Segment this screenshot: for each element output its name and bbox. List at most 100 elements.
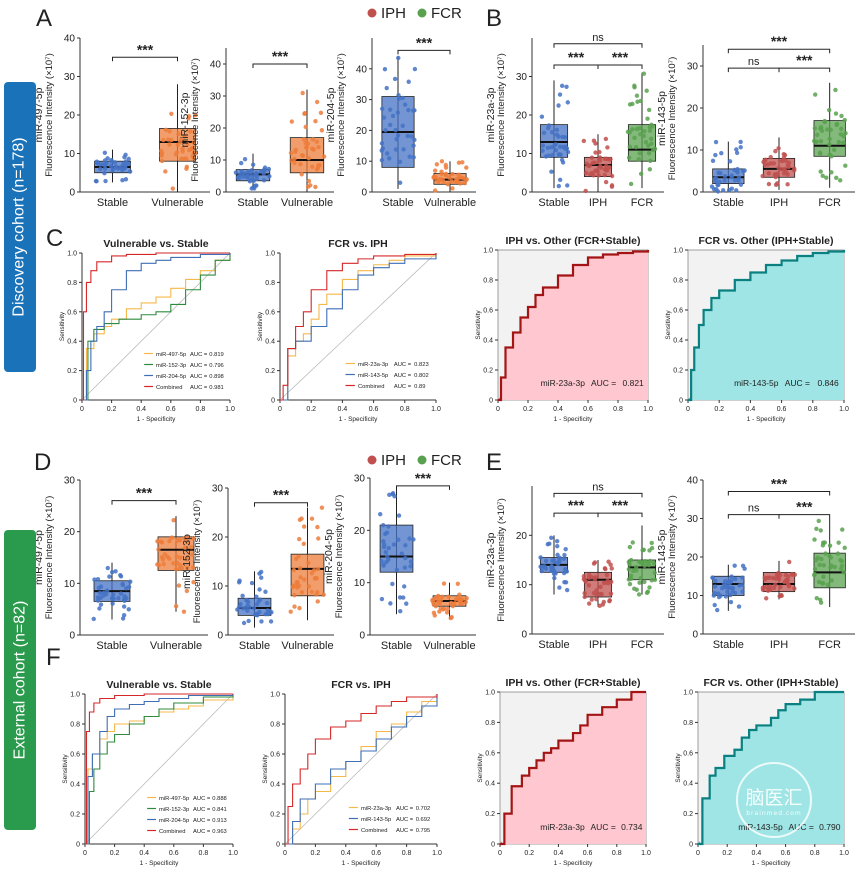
data-point [185, 557, 190, 562]
data-point [594, 596, 599, 602]
data-point [583, 170, 589, 176]
data-point [123, 177, 129, 182]
data-point [646, 107, 652, 113]
significance-bracket [727, 48, 831, 54]
y-tick-label: 0.4 [485, 781, 495, 788]
data-point [432, 168, 438, 173]
data-point [179, 566, 185, 571]
y-axis-title: Sensitivity [59, 311, 66, 341]
y-axis-title: miR-23a-3p [485, 87, 497, 142]
data-point [720, 188, 726, 193]
data-point [411, 108, 416, 113]
x-tick-label: 1.0 [641, 850, 651, 857]
y-axis-title: Sensitivity [257, 311, 264, 341]
data-point [386, 524, 391, 529]
data-point [407, 536, 412, 541]
data-point [175, 538, 180, 543]
data-point [104, 161, 109, 166]
data-point [268, 619, 274, 624]
legend-label: Combined [358, 384, 384, 390]
x-tick-label: IPH [589, 197, 607, 209]
data-point [267, 174, 272, 179]
data-point [289, 158, 294, 163]
data-point [641, 133, 647, 139]
data-point [774, 572, 780, 578]
y-tick-label: 0 [271, 398, 275, 405]
roc-curve-mir-23a-3p [498, 250, 650, 402]
data-point [829, 170, 834, 175]
legend-label: FCR [431, 452, 462, 469]
data-point [565, 100, 570, 105]
data-point [109, 569, 115, 575]
data-point [542, 565, 548, 571]
data-point [554, 560, 560, 566]
data-point [782, 152, 788, 158]
data-point [812, 126, 818, 131]
data-point [645, 589, 651, 594]
data-point [590, 160, 596, 166]
y-tick-label: 10 [64, 579, 76, 590]
data-point [732, 178, 738, 183]
data-point [841, 140, 846, 145]
data-point [382, 67, 388, 72]
data-point [813, 92, 818, 97]
data-point [646, 143, 651, 148]
legend-auc-value: 0.796 [209, 363, 224, 369]
data-point [588, 171, 593, 177]
data-point [825, 582, 831, 587]
data-point [728, 578, 734, 584]
data-point [563, 580, 569, 585]
y-tick-label: 20 [687, 104, 699, 115]
roc-curve-combined [285, 694, 438, 845]
data-point [598, 165, 604, 170]
y-axis-subtitle: Fluorescence Intensity (×10⁷) [667, 495, 678, 619]
data-point [159, 540, 165, 545]
data-point [562, 134, 568, 140]
roc-auc-area [500, 692, 646, 844]
y-tick-label: 0.4 [270, 782, 280, 789]
data-point [549, 145, 554, 150]
x-tick-label: IPH [589, 639, 607, 651]
y-tick-label: 20 [210, 124, 222, 135]
data-point [401, 595, 406, 600]
data-point [728, 592, 733, 598]
data-point [319, 505, 325, 510]
data-point [182, 545, 188, 550]
y-axis-subtitle: Fluorescence Intensity (×10⁷) [44, 496, 55, 620]
data-point [257, 571, 262, 576]
data-point [191, 155, 197, 161]
y-tick-label: 10 [354, 578, 366, 589]
data-point [321, 154, 327, 159]
data-point [408, 559, 414, 564]
data-point [240, 593, 245, 599]
data-point [716, 182, 721, 188]
data-point [764, 596, 769, 601]
data-point [638, 132, 643, 137]
data-point [395, 110, 401, 115]
data-point [776, 165, 781, 171]
data-point [95, 576, 101, 582]
y-tick-label: 0.6 [483, 308, 493, 315]
data-point [645, 560, 650, 565]
data-point [603, 136, 609, 142]
data-point [651, 561, 657, 566]
data-point [565, 149, 571, 155]
data-point [557, 144, 563, 149]
data-point [636, 559, 642, 564]
data-point [193, 112, 198, 118]
data-point [178, 555, 183, 560]
y-axis-title: miR-204-5p [325, 87, 337, 142]
data-point [244, 175, 250, 180]
data-point [775, 181, 780, 186]
data-point [640, 560, 645, 565]
data-point [120, 616, 126, 621]
data-point [110, 601, 115, 606]
data-point [450, 603, 456, 609]
data-point [403, 543, 408, 548]
y-tick-label: 0.6 [265, 309, 275, 316]
data-point [94, 178, 99, 184]
data-point [602, 172, 607, 178]
data-point [313, 119, 318, 124]
data-point [379, 148, 384, 153]
data-point [817, 562, 822, 567]
